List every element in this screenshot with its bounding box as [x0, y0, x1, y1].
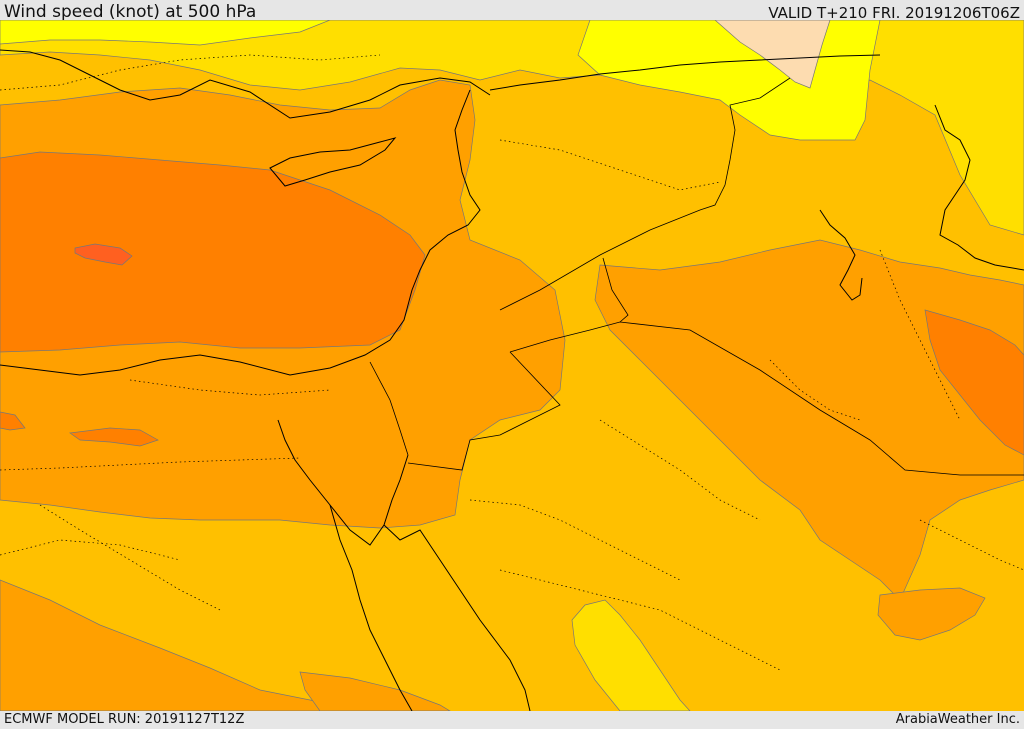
wind-speed-map: [0, 20, 1024, 711]
country-borders: [369, 77, 1024, 476]
zone-gold-south: [571, 599, 691, 711]
zone-orange-east: [594, 239, 1024, 601]
zone-red-orange-spot: [74, 243, 133, 266]
zone-light-tan: [714, 20, 831, 89]
footer-bar: ECMWF MODEL RUN: 20191127T12Z ArabiaWeat…: [0, 711, 1024, 729]
province-borders: [0, 54, 1024, 671]
valid-time: VALID T+210 FRI. 20191206T06Z: [768, 4, 1020, 22]
zone-orange-south-sliver: [299, 671, 451, 711]
zone-yellow-north: [0, 20, 331, 46]
zone-dark-orange-patch-1: [69, 427, 159, 447]
zone-dark-orange-patch-2: [0, 411, 26, 431]
header-bar: Wind speed (knot) at 500 hPa VALID T+210…: [0, 0, 1024, 22]
zone-dark-orange-east: [924, 309, 1024, 456]
model-run-label: ECMWF MODEL RUN: 20191127T12Z: [4, 712, 245, 727]
credit-label: ArabiaWeather Inc.: [895, 712, 1020, 727]
zone-orange-southwest: [0, 579, 361, 711]
zone-orange-southeast: [877, 587, 986, 641]
zone-dark-orange-med: [0, 151, 426, 353]
map-title: Wind speed (knot) at 500 hPa: [4, 2, 257, 22]
coastlines: [0, 49, 1024, 711]
